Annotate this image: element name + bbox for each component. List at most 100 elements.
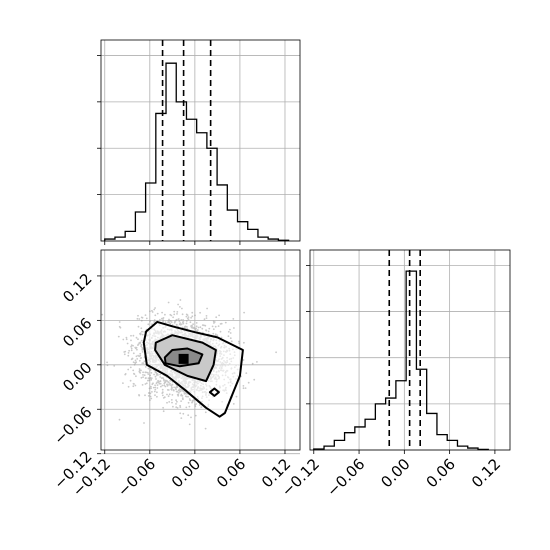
sample-point bbox=[136, 348, 138, 351]
sample-point bbox=[183, 326, 186, 329]
sample-point bbox=[138, 318, 141, 320]
sample-point bbox=[127, 385, 130, 388]
sample-point bbox=[229, 332, 232, 334]
sample-point bbox=[139, 354, 142, 357]
sample-point bbox=[205, 329, 208, 332]
sample-point bbox=[212, 332, 215, 335]
sample-point bbox=[144, 366, 147, 368]
sample-point bbox=[142, 376, 145, 378]
sample-point bbox=[137, 314, 139, 317]
sample-point bbox=[175, 403, 177, 405]
sample-point bbox=[187, 395, 190, 398]
sample-point bbox=[126, 342, 129, 345]
hist-x-bar bbox=[156, 113, 166, 241]
sample-point bbox=[123, 351, 126, 353]
sample-point bbox=[141, 316, 144, 319]
sample-point bbox=[187, 401, 190, 404]
sample-point bbox=[188, 398, 191, 400]
sample-point bbox=[146, 371, 149, 374]
sample-point bbox=[172, 389, 175, 391]
sample-point bbox=[167, 301, 170, 304]
sample-point bbox=[125, 338, 128, 341]
sample-point bbox=[167, 381, 169, 383]
scatter-xy-ytick-label: 0.12 bbox=[59, 270, 95, 306]
sample-point bbox=[161, 311, 164, 314]
sample-point bbox=[180, 417, 183, 419]
sample-point bbox=[190, 416, 192, 419]
hist-y-xtick-label: 0.12 bbox=[468, 455, 504, 491]
sample-point bbox=[149, 399, 151, 401]
sample-point bbox=[154, 314, 157, 317]
sample-point bbox=[181, 395, 184, 397]
sample-point bbox=[164, 321, 167, 323]
sample-point bbox=[170, 321, 173, 323]
hist-x-bar bbox=[186, 119, 196, 241]
hist-x-bar bbox=[146, 183, 156, 241]
sample-point bbox=[179, 406, 182, 408]
sample-point bbox=[132, 334, 135, 337]
sample-point bbox=[163, 381, 166, 384]
sample-point bbox=[150, 387, 153, 390]
sample-point bbox=[179, 299, 182, 301]
sample-point bbox=[142, 371, 145, 374]
sample-point bbox=[139, 352, 142, 355]
sample-point bbox=[143, 374, 146, 377]
sample-point bbox=[216, 334, 219, 337]
sample-point bbox=[238, 342, 241, 345]
sample-point bbox=[194, 404, 197, 406]
sample-point bbox=[113, 365, 116, 367]
sample-point bbox=[125, 336, 128, 339]
hist-y-bar bbox=[375, 404, 385, 450]
sample-point bbox=[168, 319, 171, 322]
sample-point bbox=[215, 316, 218, 319]
sample-point bbox=[182, 321, 185, 323]
sample-point bbox=[179, 388, 182, 391]
sample-point bbox=[118, 418, 121, 421]
sample-point bbox=[247, 381, 250, 384]
sample-point bbox=[201, 327, 204, 330]
scatter-xy-xtick-label: 0.00 bbox=[168, 455, 204, 491]
sample-point bbox=[134, 361, 137, 364]
sample-point bbox=[161, 384, 164, 387]
sample-point bbox=[212, 328, 215, 331]
sample-point bbox=[154, 307, 157, 309]
sample-point bbox=[154, 384, 157, 387]
sample-point bbox=[156, 312, 159, 315]
sample-point bbox=[204, 324, 207, 327]
sample-point bbox=[196, 329, 199, 332]
sample-point bbox=[233, 327, 235, 329]
sample-point bbox=[188, 423, 191, 426]
scatter-xy-ytick-label: −0.06 bbox=[50, 403, 95, 448]
hist-y-bar bbox=[437, 435, 447, 450]
hist-y-bar bbox=[334, 440, 344, 450]
sample-point bbox=[149, 320, 152, 322]
sample-point bbox=[153, 308, 156, 311]
sample-point bbox=[168, 318, 170, 321]
scatter-xy-ytick-label: 0.00 bbox=[59, 359, 95, 395]
hist-x-bar bbox=[217, 185, 227, 241]
sample-point bbox=[219, 330, 222, 333]
sample-point bbox=[152, 386, 155, 389]
sample-point bbox=[180, 393, 183, 396]
sample-point bbox=[119, 326, 122, 329]
hist-x-bar bbox=[238, 222, 248, 241]
sample-point bbox=[169, 382, 171, 385]
sample-point bbox=[129, 366, 132, 369]
sample-point bbox=[152, 382, 154, 385]
sample-point bbox=[194, 327, 197, 330]
sample-point bbox=[179, 322, 182, 324]
sample-point bbox=[151, 311, 154, 313]
sample-point bbox=[232, 403, 235, 405]
sample-point bbox=[150, 397, 153, 400]
sample-point bbox=[175, 406, 178, 409]
scatter-xy-xtick-label: −0.06 bbox=[114, 455, 159, 500]
hist-y-xtick-label: 0.00 bbox=[377, 455, 413, 491]
sample-point bbox=[137, 338, 139, 341]
sample-point bbox=[200, 406, 203, 408]
sample-point bbox=[204, 427, 207, 430]
hist-x-bar bbox=[207, 148, 217, 241]
sample-point bbox=[195, 329, 197, 332]
sample-point bbox=[227, 335, 230, 338]
sample-point bbox=[159, 373, 162, 376]
